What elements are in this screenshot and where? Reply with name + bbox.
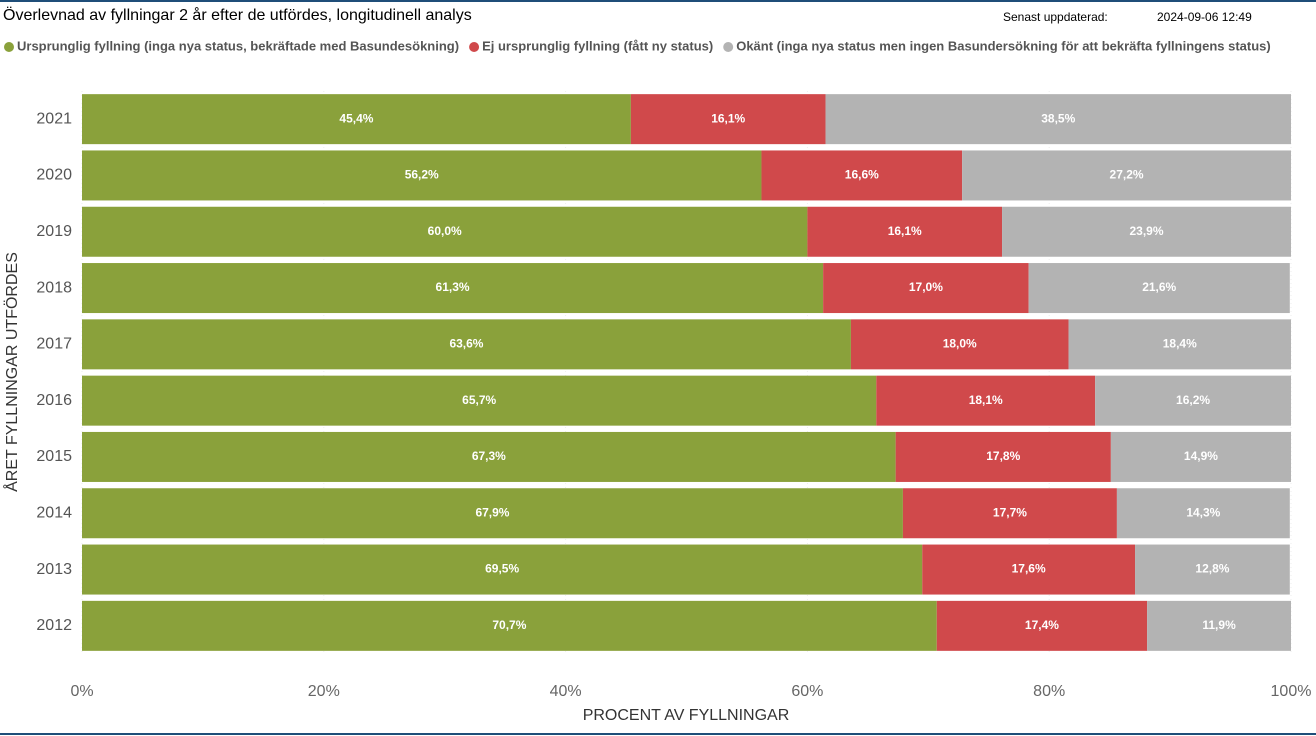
updated-value: 2024-09-06 12:49 [1157, 10, 1252, 24]
legend-label: Ursprunglig fyllning (inga nya status, b… [17, 38, 459, 53]
y-tick-label: 2019 [36, 223, 72, 240]
data-label: 21,6% [1142, 280, 1176, 294]
chart-title: Överlevnad av fyllningar 2 år efter de u… [3, 6, 472, 24]
bar-segment [82, 319, 851, 370]
bar-segment [761, 150, 963, 201]
bar-segment [807, 206, 1003, 257]
data-label: 17,7% [993, 505, 1027, 519]
bar-segment [1002, 206, 1291, 257]
y-tick-label: 2017 [36, 336, 72, 353]
bar-segment [1135, 544, 1290, 595]
data-label: 69,5% [485, 562, 519, 576]
bar-segment [82, 375, 877, 426]
bar-segment [82, 150, 762, 201]
data-label: 18,1% [969, 393, 1003, 407]
updated-label: Senast uppdaterad: [1003, 10, 1108, 24]
data-label: 17,0% [909, 280, 943, 294]
bar-segment [630, 94, 826, 145]
data-label: 16,2% [1176, 393, 1210, 407]
y-tick-label: 2012 [36, 617, 72, 634]
data-label: 17,8% [986, 449, 1020, 463]
data-label: 16,1% [888, 224, 922, 238]
bar-segment [902, 488, 1117, 539]
bar-segment [82, 206, 808, 257]
bar-segment [82, 488, 903, 539]
bar-segment [895, 431, 1111, 482]
bar-segment [850, 319, 1069, 370]
data-label: 17,6% [1012, 562, 1046, 576]
bar-segment [823, 263, 1029, 314]
data-label: 67,9% [475, 505, 509, 519]
x-tick-label: 100% [1271, 683, 1312, 700]
data-label: 63,6% [449, 337, 483, 351]
legend-label: Okänt (inga nya status men ingen Basunde… [736, 38, 1271, 53]
bar-segment [1110, 431, 1291, 482]
data-label: 67,3% [472, 449, 506, 463]
bar-segment [82, 431, 896, 482]
bar-segment [1028, 263, 1290, 314]
data-label: 23,9% [1130, 224, 1164, 238]
x-axis-title: PROCENT AV FYLLNINGAR [583, 707, 790, 724]
data-label: 38,5% [1041, 111, 1075, 125]
bar-segment [1116, 488, 1290, 539]
bar-segment [82, 263, 824, 314]
bar-segment [922, 544, 1136, 595]
x-tick-label: 80% [1033, 683, 1065, 700]
y-tick-label: 2021 [36, 110, 72, 127]
y-tick-label: 2014 [36, 504, 72, 521]
bar-segment [936, 600, 1148, 651]
data-label: 56,2% [405, 168, 439, 182]
bar-segment [1095, 375, 1291, 426]
data-label: 11,9% [1202, 618, 1236, 632]
legend-marker [723, 42, 734, 52]
bar-segment [1068, 319, 1291, 370]
data-label: 65,7% [462, 393, 496, 407]
bar-segment [82, 544, 923, 595]
data-label: 18,0% [943, 337, 977, 351]
legend-marker [4, 42, 14, 52]
bar-segment [962, 150, 1291, 201]
data-label: 60,0% [428, 224, 462, 238]
data-label: 12,8% [1195, 562, 1229, 576]
legend-label: Ej ursprunglig fyllning (fått ny status) [482, 38, 713, 53]
data-label: 61,3% [436, 280, 470, 294]
y-tick-label: 2015 [36, 448, 72, 465]
data-label: 16,6% [845, 168, 879, 182]
y-tick-label: 2018 [36, 279, 72, 296]
y-tick-label: 2020 [36, 167, 72, 184]
bar-segment [82, 600, 937, 651]
data-label: 17,4% [1025, 618, 1059, 632]
data-label: 14,9% [1184, 449, 1218, 463]
bar-segment [82, 94, 631, 145]
x-tick-label: 40% [550, 683, 582, 700]
bar-segment [876, 375, 1096, 426]
x-tick-label: 20% [308, 683, 340, 700]
data-label: 16,1% [711, 111, 745, 125]
bar-segment [1147, 600, 1291, 651]
legend-marker [469, 42, 480, 52]
data-label: 27,2% [1110, 168, 1144, 182]
x-tick-label: 60% [791, 683, 823, 700]
y-tick-label: 2016 [36, 392, 72, 409]
data-label: 70,7% [492, 618, 526, 632]
data-label: 14,3% [1186, 505, 1220, 519]
data-label: 18,4% [1163, 337, 1197, 351]
y-axis-title: ÅRET FYLLNINGAR UTFÖRDES [2, 252, 21, 492]
data-label: 45,4% [339, 111, 373, 125]
bar-segment [825, 94, 1291, 145]
y-tick-label: 2013 [36, 561, 72, 578]
x-tick-label: 0% [70, 683, 93, 700]
